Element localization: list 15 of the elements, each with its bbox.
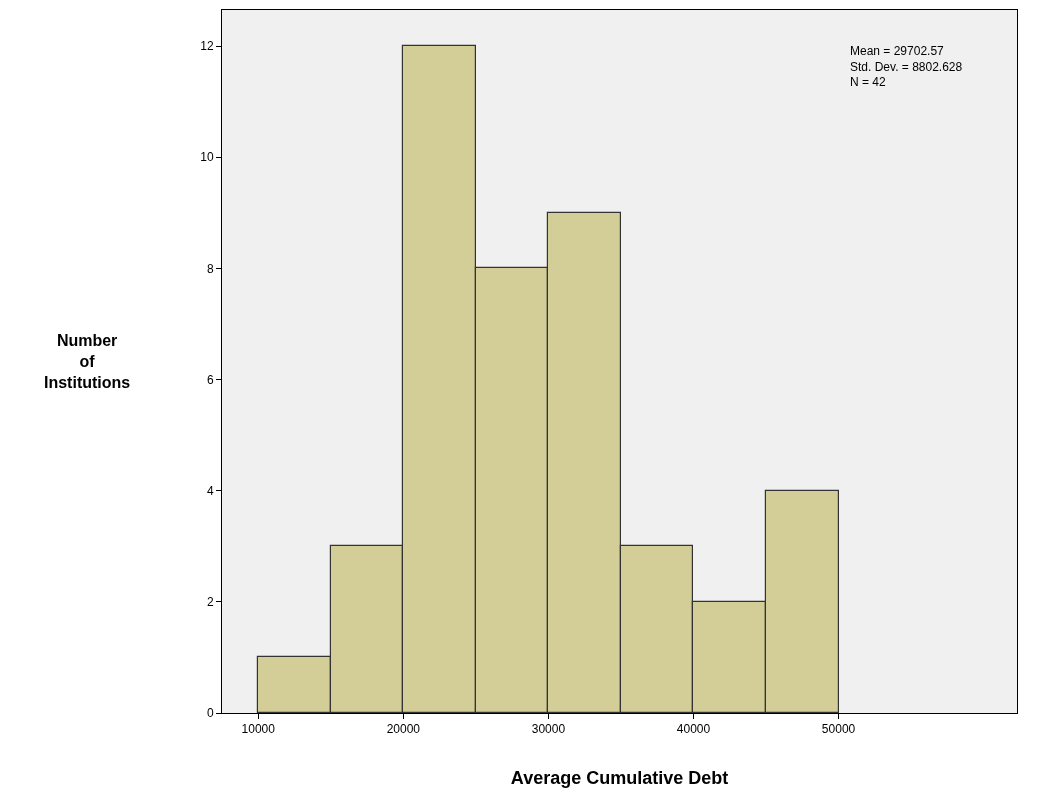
y-tick-label: 6 (206, 372, 214, 387)
y-tick-label: 12 (200, 39, 214, 54)
y-axis-title: Number of Institutions (44, 332, 131, 391)
x-tick-label: 30000 (531, 722, 566, 737)
y-tick-label: 8 (206, 261, 214, 276)
x-axis-title: Average Cumulative Debt (510, 767, 729, 788)
annotation: Mean = 29702.57 Std. Dev. = 8802.628 N = 42 (850, 44, 963, 90)
x-tick-label: 20000 (386, 722, 421, 737)
y-tick-label: 2 (206, 595, 214, 610)
x-tick-label: 40000 (676, 722, 711, 737)
x-tick-label: 50000 (821, 722, 856, 737)
x-tick-label: 10000 (241, 722, 276, 737)
y-tick-label: 0 (206, 706, 214, 721)
y-tick-label: 4 (206, 483, 214, 498)
y-tick-label: 10 (200, 150, 214, 165)
